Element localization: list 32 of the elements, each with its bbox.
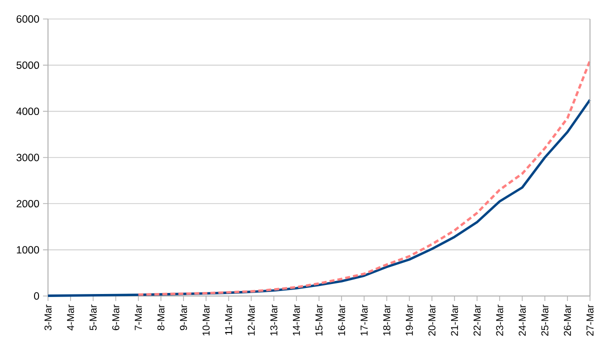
x-tick-label: 4-Mar	[67, 304, 74, 330]
x-tick-label: 13-Mar	[270, 304, 278, 336]
y-tick-label: 5000	[16, 61, 40, 69]
x-tick-label: 15-Mar	[316, 304, 322, 336]
x-tick-label: 14-Mar	[292, 304, 300, 336]
x-tick-label: 23-Mar	[496, 304, 504, 336]
x-tick-label: 16-Mar	[338, 304, 346, 336]
x-tick-label: 10-Mar	[202, 304, 210, 336]
x-tick-label: 22-Mar	[474, 304, 481, 336]
y-tick-label: 3000	[16, 154, 40, 162]
x-tick-label: 26-Mar	[564, 304, 571, 336]
x-tick-label: 3-Mar	[44, 304, 52, 330]
x-tick-label: 18-Mar	[383, 304, 390, 336]
x-tick-label: 12-Mar	[248, 304, 255, 336]
x-tick-label: 17-Mar	[360, 304, 368, 336]
y-tick-label: 6000	[16, 15, 40, 23]
x-tick-label: 11-Mar	[225, 304, 232, 335]
x-tick-label: 20-Mar	[428, 304, 436, 336]
x-tick-label: 19-Mar	[406, 304, 413, 336]
x-tick-label: 24-Mar	[518, 304, 526, 336]
y-tick-label: 2000	[16, 200, 40, 208]
y-tick-label: 0	[34, 292, 40, 300]
x-tick-label: 5-Mar	[90, 304, 97, 330]
y-tick-label: 1000	[16, 246, 40, 254]
x-tick-label: 8-Mar	[157, 304, 164, 330]
x-tick-label: 27-Mar	[586, 304, 594, 336]
x-tick-label: 7-Mar	[134, 304, 142, 330]
x-tick-label: 25-Mar	[541, 304, 548, 336]
x-tick-label: 6-Mar	[112, 304, 120, 330]
x-tick-label: 9-Mar	[180, 304, 188, 330]
x-tick-label: 21-Mar	[450, 304, 458, 336]
y-tick-label: 4000	[16, 108, 40, 116]
